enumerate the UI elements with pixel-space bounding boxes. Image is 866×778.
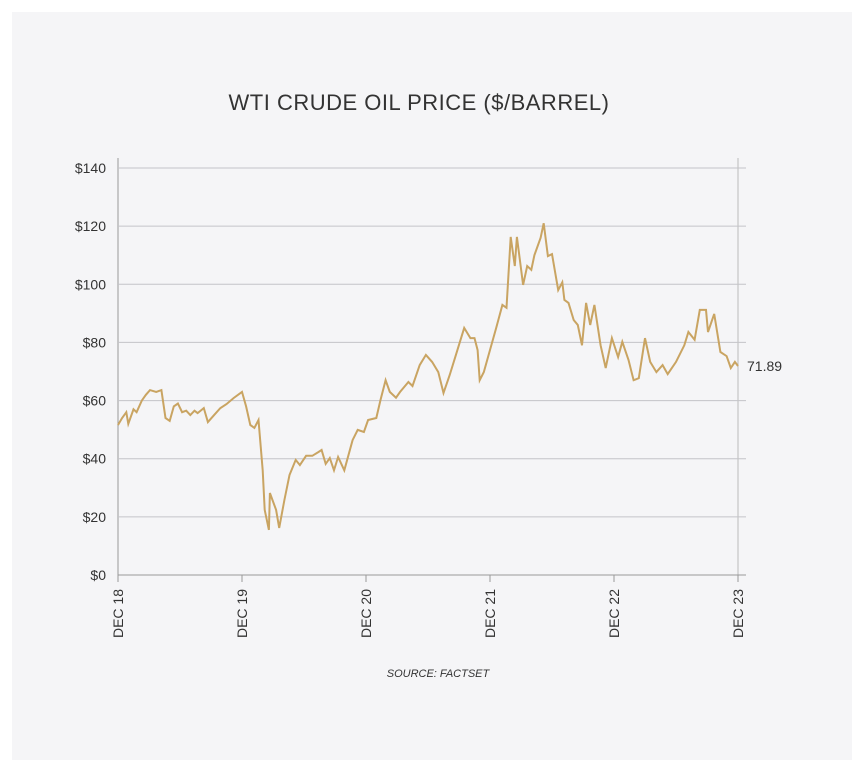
y-tick-label: $120 <box>75 218 106 234</box>
panel <box>12 12 852 760</box>
y-tick-label: $60 <box>83 393 107 409</box>
y-tick-label: $80 <box>83 334 107 350</box>
x-tick-label: DEC 18 <box>110 589 126 638</box>
line <box>117 222 739 531</box>
chart-title: WTI CRUDE OIL PRICE ($/BARREL) <box>229 90 610 115</box>
x-tick-label: DEC 21 <box>482 589 498 638</box>
x-tick-label: DEC 23 <box>730 589 746 638</box>
y-tick-label: $140 <box>75 160 106 176</box>
source: SOURCE: FACTSET <box>387 668 491 680</box>
y-tick-label: $100 <box>75 276 106 292</box>
y-tick-label: $40 <box>83 451 107 467</box>
y-tick-label: $0 <box>90 567 106 583</box>
end-value-label: 71.89 <box>747 358 782 374</box>
y-tick-label: $20 <box>83 509 107 525</box>
x-tick-label: DEC 20 <box>358 589 374 638</box>
x-tick-label: DEC 22 <box>606 589 622 638</box>
x-tick-label: DEC 19 <box>234 589 250 638</box>
